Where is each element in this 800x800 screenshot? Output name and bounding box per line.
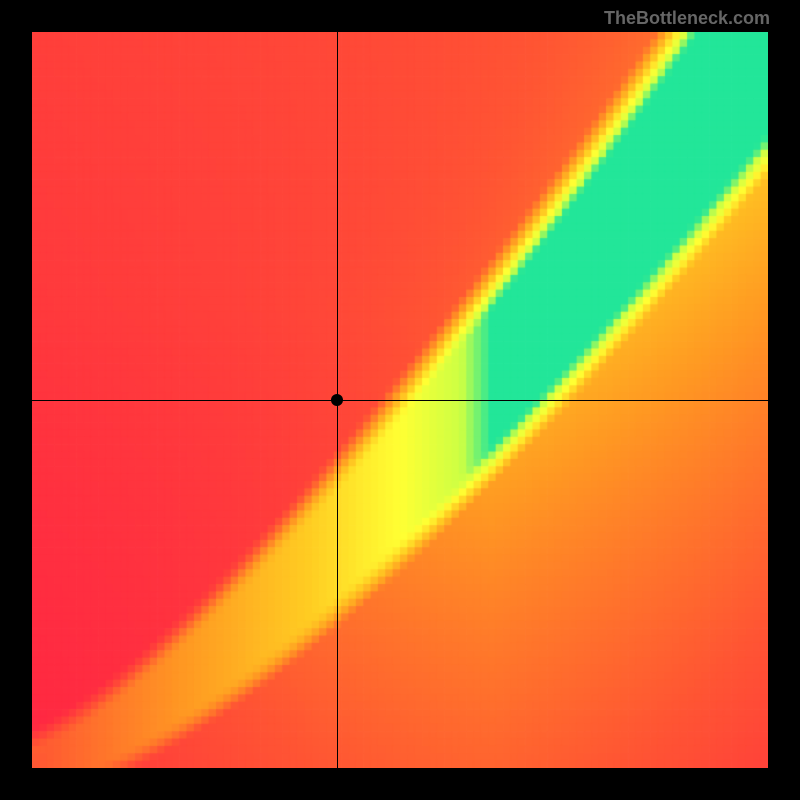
watermark-text: TheBottleneck.com bbox=[604, 8, 770, 29]
heatmap-chart bbox=[32, 32, 768, 768]
crosshair-horizontal bbox=[32, 400, 768, 401]
crosshair-marker bbox=[331, 394, 343, 406]
